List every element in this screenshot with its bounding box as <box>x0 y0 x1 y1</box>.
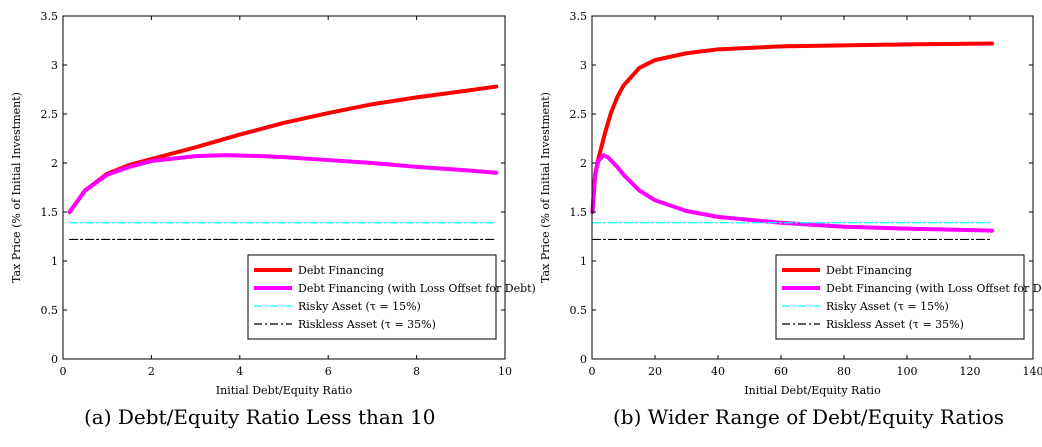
x-tick-label: 60 <box>774 365 788 378</box>
y-axis-label: Tax Price (% of Initial Investment) <box>539 92 552 283</box>
x-tick-label: 8 <box>413 365 420 378</box>
x-tick-label: 0 <box>60 365 67 378</box>
x-tick-label: 0 <box>589 365 596 378</box>
caption-a: (a) Debt/Equity Ratio Less than 10 <box>84 405 436 429</box>
chart-a: 0 2 4 6 8 10 0 0.5 1 1.5 2 2.5 3 3.5 Initial Debt/Equi… <box>10 10 536 397</box>
y-tick-label: 1 <box>580 255 587 268</box>
y-tick-label: 1.5 <box>570 206 588 219</box>
y-tick-label: 2 <box>580 157 587 170</box>
legend-entry-0: Debt Financing <box>826 264 912 277</box>
legend-entry-0: Debt Financing <box>298 264 384 277</box>
x-tick-label: 20 <box>648 365 662 378</box>
chart-b: 0 20 40 60 80 100 120 140 0 0.5 1 1.5 2 2.5 3 3.5 Initia… <box>539 10 1042 397</box>
y-tick-label: 0.5 <box>570 304 588 317</box>
legend-entry-2: Risky Asset (τ = 15%) <box>826 300 949 313</box>
y-tick-label: 0 <box>51 353 58 366</box>
y-tick-label: 3 <box>51 59 58 72</box>
legend-entry-1: Debt Financing (with Loss Offset for Deb… <box>298 282 536 295</box>
y-tick-label: 3 <box>580 59 587 72</box>
series-line-1 <box>67 153 499 214</box>
x-tick-label: 80 <box>837 365 851 378</box>
y-tick-label: 3.5 <box>570 10 588 23</box>
x-tick-label: 6 <box>325 365 332 378</box>
series-line-0 <box>590 41 995 214</box>
y-tick-label: 2.5 <box>570 108 588 121</box>
x-tick-label: 140 <box>1023 365 1042 378</box>
y-tick-label: 0 <box>580 353 587 366</box>
plot-frame <box>591 15 1034 360</box>
series-line-0 <box>67 84 499 214</box>
legend-entry-2: Risky Asset (τ = 15%) <box>298 300 421 313</box>
legend-entry-1: Debt Financing (with Loss Offset for Deb… <box>826 282 1042 295</box>
legend-entry-3: Riskless Asset (τ = 35%) <box>298 318 436 331</box>
x-axis-label: Initial Debt/Equity Ratio <box>216 384 353 397</box>
x-tick-label: 100 <box>897 365 918 378</box>
y-axis-label: Tax Price (% of Initial Investment) <box>10 92 23 283</box>
legend: Debt Financing Debt Financing (with Loss … <box>775 254 1042 340</box>
plot-frame <box>62 15 506 360</box>
caption-b: (b) Wider Range of Debt/Equity Ratios <box>613 405 1005 429</box>
x-tick-label: 40 <box>711 365 725 378</box>
y-tick-label: 0.5 <box>41 304 59 317</box>
series-line-1 <box>590 153 995 233</box>
x-tick-label: 120 <box>960 365 981 378</box>
legend-entry-3: Riskless Asset (τ = 35%) <box>826 318 964 331</box>
legend: Debt Financing Debt Financing (with Loss … <box>247 254 536 340</box>
y-tick-label: 1 <box>51 255 58 268</box>
y-tick-label: 3.5 <box>41 10 59 23</box>
x-tick-label: 2 <box>148 365 155 378</box>
x-tick-label: 4 <box>236 365 243 378</box>
y-tick-label: 1.5 <box>41 206 59 219</box>
y-tick-label: 2 <box>51 157 58 170</box>
x-axis-label: Initial Debt/Equity Ratio <box>744 384 881 397</box>
x-tick-label: 10 <box>498 365 512 378</box>
y-tick-label: 2.5 <box>41 108 59 121</box>
